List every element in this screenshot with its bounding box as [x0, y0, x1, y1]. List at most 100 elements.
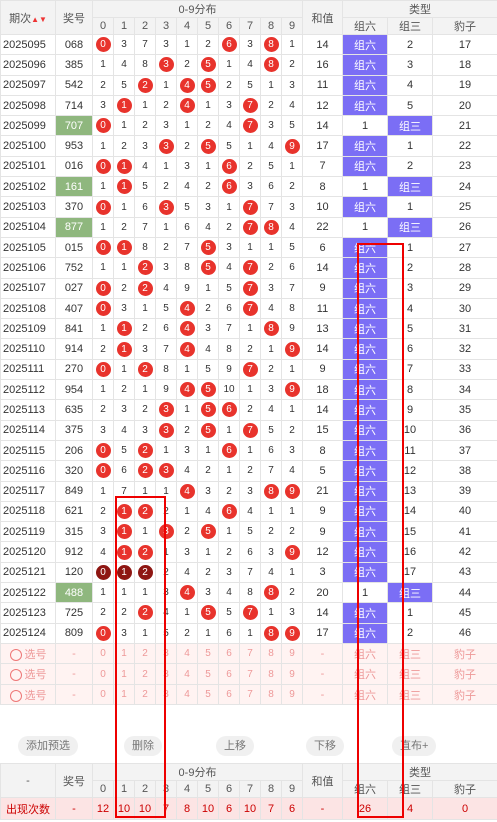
leopard-cell: 45	[431, 602, 497, 624]
draw-row[interactable]: 2025119 315 3 1 1 3 2 5 1 5 2 2 9 组六 15 41	[0, 521, 497, 543]
draw-row[interactable]: 2025122 488 1 1 1 3 4 3 4 8 8 2 20 1 组三 44	[0, 582, 497, 604]
select-digit[interactable]: 1	[113, 663, 135, 685]
select-digit[interactable]: 0	[92, 663, 114, 685]
select-type[interactable]: 组六	[342, 663, 388, 685]
digit-cell: 3	[218, 561, 240, 584]
draw-row[interactable]: 2025106 752 1 1 2 3 8 5 4 7 2 6 14 组六 2 28	[0, 257, 497, 279]
select-digit[interactable]: 1	[113, 683, 135, 706]
select-type[interactable]: 豹子	[431, 683, 497, 706]
draw-row[interactable]: 2025100 953 1 2 3 3 2 5 5 1 4 9 17 组六 1 22	[0, 135, 497, 157]
leopard-count: 0	[431, 797, 497, 820]
draw-row[interactable]: 2025104 877 1 2 7 1 6 4 2 7 8 4 22 1 组三 26	[0, 216, 497, 238]
select-digit[interactable]: 8	[260, 683, 282, 706]
select-type[interactable]: 豹子	[431, 663, 497, 685]
draw-row[interactable]: 2025117 849 1 7 1 1 4 3 2 3 8 9 21 组六 13 39	[0, 480, 497, 502]
select-digit[interactable]: 3	[155, 663, 177, 685]
select-digit[interactable]: 5	[197, 642, 219, 665]
digit-cell: 2	[197, 115, 219, 137]
draw-row[interactable]: 2025118 621 2 1 2 2 1 4 6 4 1 1 9 组六 14 40	[0, 500, 497, 523]
select-digit[interactable]: 5	[197, 663, 219, 685]
select-digit[interactable]: 9	[281, 683, 303, 706]
select-digit[interactable]: 3	[155, 683, 177, 706]
select-label-cell[interactable]: 选号	[0, 683, 56, 706]
select-digit[interactable]: 6	[218, 683, 240, 706]
select-digit[interactable]: 7	[239, 642, 261, 665]
draw-row[interactable]: 2025120 912 4 1 2 1 3 1 2 6 3 9 12 组六 16 42	[0, 541, 497, 563]
select-digit[interactable]: 7	[239, 683, 261, 706]
draw-row[interactable]: 2025099 707 0 1 2 3 1 2 4 7 3 5 14 1 组三 21	[0, 115, 497, 137]
select-digit[interactable]: 6	[218, 642, 240, 665]
select-digit[interactable]: 2	[134, 683, 156, 706]
move-down-button[interactable]: 下移	[306, 736, 344, 756]
select-radio-icon[interactable]	[9, 648, 22, 661]
digit-cell: 7	[218, 318, 240, 340]
select-digit[interactable]: 9	[281, 663, 303, 685]
add-preselect-button[interactable]: 添加预选	[18, 736, 78, 756]
select-digit[interactable]: 3	[155, 642, 177, 665]
sort-icon[interactable]: ▲▼	[31, 14, 47, 24]
select-digit[interactable]: 4	[176, 683, 198, 706]
draw-row[interactable]: 2025112 954 1 2 1 9 4 5 10 1 3 9 18 组六 8 34	[0, 379, 497, 401]
select-label-cell[interactable]: 选号	[0, 663, 56, 685]
draw-row[interactable]: 2025110 914 2 1 3 7 4 4 8 2 1 9 14 组六 6 32	[0, 338, 497, 360]
draw-row[interactable]: 2025098 714 3 1 1 2 4 1 3 7 2 4 12 组六 5 20	[0, 94, 497, 117]
group3-cell: 2	[387, 257, 433, 279]
group6-cell: 组六	[342, 541, 388, 563]
select-label-cell[interactable]: 选号	[0, 642, 56, 665]
draw-row[interactable]: 2025124 809 0 3 1 5 2 1 6 1 8 9 17 组六 2 46	[0, 622, 497, 644]
more-button[interactable]: 直布+	[392, 736, 437, 756]
draw-row[interactable]: 2025116 320 0 6 2 3 4 2 1 2 7 4 5 组六 12 38	[0, 460, 497, 482]
select-type[interactable]: 豹子	[431, 642, 497, 665]
select-type[interactable]: 组六	[342, 642, 388, 665]
select-digit[interactable]: 8	[260, 642, 282, 665]
move-up-button[interactable]: 上移	[216, 736, 254, 756]
draw-row[interactable]: 2025096 385 1 4 8 3 2 5 1 4 8 2 16 组六 3 18	[0, 54, 497, 76]
draw-row[interactable]: 2025108 407 0 3 1 5 4 2 6 7 4 8 11 组六 4 30	[0, 297, 497, 320]
select-row[interactable]: 选号 -0 1 2 3 4 5 6 7 8 9- 组六 组三 豹子	[0, 663, 497, 685]
select-digit[interactable]: 7	[239, 663, 261, 685]
digit-ball: 2	[137, 280, 153, 296]
select-digit[interactable]: 0	[92, 683, 114, 706]
draw-row[interactable]: 2025115 206 0 5 2 1 3 1 6 1 6 3 8 组六 11 37	[0, 439, 497, 462]
draw-row[interactable]: 2025123 725 2 2 2 4 1 5 5 7 1 3 14 组六 1 45	[0, 602, 497, 624]
leopard-cell: 24	[431, 176, 497, 198]
digit-ball: 7	[242, 361, 258, 377]
draw-row[interactable]: 2025114 375 3 4 3 3 2 5 1 7 5 2 15 组六 10 36	[0, 419, 497, 441]
select-type[interactable]: 组六	[342, 683, 388, 706]
draw-row[interactable]: 2025095 068 0 3 7 3 1 2 6 3 8 1 14 组六 2 17	[0, 33, 497, 56]
select-digit[interactable]: 1	[113, 642, 135, 665]
select-digit[interactable]: 6	[218, 663, 240, 685]
select-radio-icon[interactable]	[9, 689, 22, 702]
digit-cell: 4	[92, 541, 114, 563]
draw-row[interactable]: 2025103 370 0 1 6 3 5 3 1 7 7 3 10 组六 1 25	[0, 196, 497, 218]
select-type[interactable]: 组三	[387, 642, 433, 665]
select-digit[interactable]: 4	[176, 642, 198, 665]
draw-row[interactable]: 2025101 016 0 1 4 1 3 1 6 2 5 1 7 组六 2 23	[0, 155, 497, 178]
draw-row[interactable]: 2025111 270 0 1 2 8 1 5 9 7 2 1 9 组六 7 33	[0, 358, 497, 381]
leopard-cell: 37	[431, 439, 497, 462]
select-digit[interactable]: 5	[197, 683, 219, 706]
draw-row[interactable]: 2025102 161 1 1 5 2 4 2 6 3 6 2 8 1 组三 24	[0, 176, 497, 198]
period-header[interactable]: 期次▲▼	[0, 0, 56, 35]
select-digit[interactable]: 2	[134, 663, 156, 685]
draw-row[interactable]: 2025113 635 2 3 2 3 1 5 6 2 4 1 14 组六 9 35	[0, 399, 497, 421]
digit-cell: 4	[197, 216, 219, 238]
draw-row[interactable]: 2025109 841 1 1 2 6 4 3 7 1 8 9 13 组六 5 31	[0, 318, 497, 340]
select-digit[interactable]: 0	[92, 642, 114, 665]
select-row[interactable]: 选号 -0 1 2 3 4 5 6 7 8 9- 组六 组三 豹子	[0, 642, 497, 665]
draw-row[interactable]: 2025107 027 0 2 2 4 9 1 5 7 3 7 9 组六 3 29	[0, 277, 497, 299]
draw-row[interactable]: 2025097 542 2 5 2 1 4 5 2 5 1 3 11 组六 4 19	[0, 74, 497, 96]
digit-cell: 7	[239, 257, 261, 279]
select-digit[interactable]: 8	[260, 663, 282, 685]
select-type[interactable]: 组三	[387, 663, 433, 685]
delete-button[interactable]: 删除	[124, 736, 162, 756]
select-radio-icon[interactable]	[9, 669, 22, 682]
select-digit[interactable]: 9	[281, 642, 303, 665]
draw-row[interactable]: 2025105 015 0 1 8 2 7 5 3 1 1 5 6 组六 1 27	[0, 236, 497, 259]
select-digit[interactable]: 2	[134, 642, 156, 665]
select-row[interactable]: 选号 -0 1 2 3 4 5 6 7 8 9- 组六 组三 豹子	[0, 683, 497, 706]
select-type[interactable]: 组三	[387, 683, 433, 706]
draw-row[interactable]: 2025121 120 0 1 2 2 4 2 3 7 4 1 3 组六 17 43	[0, 561, 497, 584]
digit-cell: 1	[113, 257, 135, 279]
select-digit[interactable]: 4	[176, 663, 198, 685]
